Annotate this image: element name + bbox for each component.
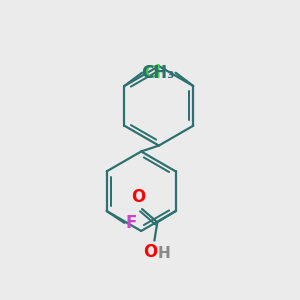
Text: O: O [143,243,157,261]
Text: O: O [131,188,146,206]
Text: F: F [126,214,137,232]
Text: Cl: Cl [143,64,161,82]
Text: CH₃: CH₃ [141,64,174,82]
Text: H: H [158,246,170,261]
